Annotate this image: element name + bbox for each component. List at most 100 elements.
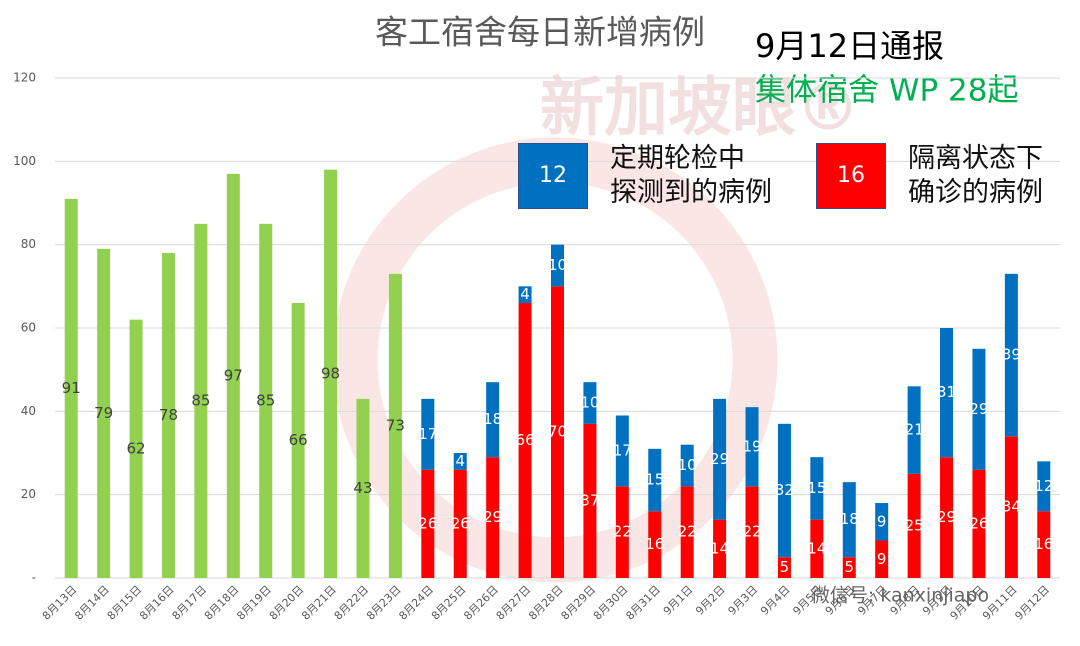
data-label: 10 (548, 256, 567, 274)
data-label: 78 (159, 406, 178, 424)
annotation: 9月12日通报 (755, 27, 944, 65)
data-label: 85 (191, 391, 210, 409)
bar (129, 319, 143, 578)
bar (940, 328, 954, 458)
bar (875, 540, 889, 578)
x-tick-label: 8月29日 (559, 583, 599, 623)
data-label: 79 (94, 404, 113, 422)
bar (777, 423, 791, 558)
bar (356, 398, 370, 578)
data-label: 29 (969, 400, 988, 418)
bar (518, 303, 532, 578)
bar (810, 519, 824, 578)
bar (291, 303, 305, 578)
bar (1004, 436, 1018, 578)
y-tick-label: - (32, 571, 36, 585)
x-tick-label: 8月26日 (461, 583, 501, 623)
data-label: 85 (256, 391, 275, 409)
bar (713, 398, 727, 520)
data-label: 32 (775, 481, 794, 499)
x-tick-label: 8月16日 (137, 583, 177, 623)
bar (1037, 511, 1051, 578)
data-label: 22 (613, 523, 632, 541)
y-tick-label: 100 (13, 154, 36, 168)
x-tick-label: 8月15日 (105, 583, 145, 623)
data-label: 12 (1034, 477, 1053, 495)
bar (97, 248, 111, 579)
data-label: 66 (289, 431, 308, 449)
data-label: 15 (807, 479, 826, 497)
x-tick-label: 8月21日 (299, 583, 339, 623)
bar (161, 253, 175, 578)
x-tick-label: 8月22日 (332, 583, 372, 623)
data-label: 9 (877, 512, 887, 530)
bar (972, 469, 986, 578)
data-label: 31 (937, 383, 956, 401)
x-tick-label: 9月4日 (758, 583, 793, 618)
y-tick-label: 60 (21, 321, 36, 335)
bar (421, 469, 435, 578)
bar (324, 169, 338, 578)
data-label: 16 (1034, 535, 1053, 553)
bar (453, 453, 467, 470)
bar (648, 511, 662, 578)
legend-swatch: 16 (816, 143, 886, 209)
watermark: 微信号: kanxinjiapo (811, 585, 989, 607)
y-tick-label: 120 (13, 71, 36, 85)
bar (518, 286, 532, 303)
data-label: 5 (845, 558, 855, 576)
bar (907, 386, 921, 474)
legend-item: 16 隔离状态下 确诊的病例 (816, 142, 1043, 210)
bar (777, 557, 791, 578)
data-label: 21 (905, 421, 924, 439)
data-label: 66 (516, 431, 535, 449)
bar (551, 244, 564, 287)
data-label: 18 (840, 510, 859, 528)
x-tick-label: 8月24日 (396, 583, 436, 623)
bar (583, 423, 597, 578)
bar (1004, 273, 1018, 437)
legend-item: 12 定期轮检中 探测到的病例 (518, 142, 772, 210)
data-label: 39 (1002, 346, 1021, 364)
x-tick-label: 8月19日 (234, 583, 274, 623)
data-label: 70 (548, 423, 567, 441)
bar (1037, 461, 1051, 512)
chart-title: 客工宿舍每日新增病例 (375, 13, 705, 52)
data-label: 4 (455, 452, 465, 470)
data-label: 17 (418, 425, 437, 443)
data-label: 10 (678, 456, 697, 474)
data-label: 29 (710, 450, 729, 468)
x-tick-label: 8月27日 (494, 583, 534, 623)
x-tick-label: 8月20日 (267, 583, 307, 623)
data-label: 18 (483, 410, 502, 428)
legend-label: 隔离状态下 确诊的病例 (908, 143, 1043, 208)
bar (64, 198, 78, 579)
bar (194, 223, 208, 579)
data-label: 29 (483, 508, 502, 526)
data-label: 29 (937, 508, 956, 526)
x-tick-label: 9月2日 (693, 583, 728, 618)
x-tick-label: 8月25日 (429, 583, 469, 623)
bar (745, 486, 759, 578)
bar (615, 486, 629, 578)
bar (421, 398, 435, 470)
bar (745, 407, 759, 487)
data-label: 73 (386, 416, 405, 434)
bar (810, 457, 824, 520)
bar (940, 457, 954, 578)
x-tick-label: 9月3日 (726, 583, 761, 618)
data-label: 19 (742, 437, 761, 455)
data-label: 22 (742, 523, 761, 541)
data-label: 14 (807, 539, 826, 557)
data-label: 91 (62, 379, 81, 397)
bar (907, 473, 921, 578)
data-label: 26 (451, 514, 470, 532)
bar (680, 486, 694, 578)
data-label: 62 (127, 439, 146, 457)
data-label: 98 (321, 364, 340, 382)
data-label: 17 (613, 441, 632, 459)
data-label: 43 (353, 479, 372, 497)
bar (680, 444, 694, 487)
data-label: 97 (224, 366, 243, 384)
